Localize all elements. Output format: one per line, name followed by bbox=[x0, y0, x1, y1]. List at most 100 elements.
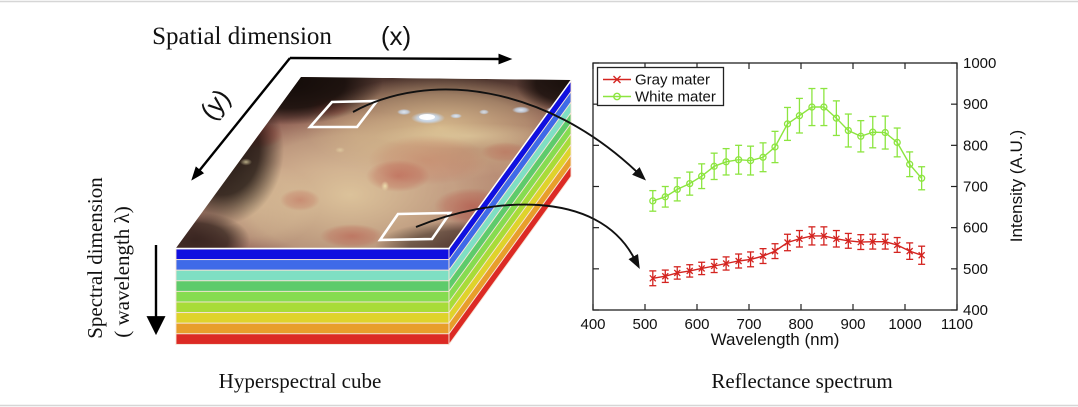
y-tick-label: 800 bbox=[963, 137, 988, 154]
x-tick-label: 700 bbox=[736, 316, 761, 333]
x-tick-label: 400 bbox=[580, 316, 605, 333]
y-tick-label: 400 bbox=[963, 302, 988, 319]
cube-front-layer bbox=[175, 322, 450, 335]
x-tick-label: 600 bbox=[684, 316, 709, 333]
x-axis-arrow bbox=[289, 53, 513, 65]
cube-front-layer bbox=[175, 280, 450, 292]
o-marker bbox=[795, 112, 804, 120]
o-marker bbox=[686, 179, 694, 188]
cube-front-layer bbox=[175, 248, 450, 261]
x-marker bbox=[844, 237, 852, 245]
x-tick-label: 900 bbox=[840, 316, 865, 333]
series-gray-mater bbox=[649, 226, 926, 287]
x-marker bbox=[710, 262, 718, 270]
o-marker bbox=[881, 128, 889, 137]
chart-ticks: 400 500 600 700 800 900 1000 110040050060070080… bbox=[580, 55, 996, 333]
o-marker bbox=[906, 160, 914, 168]
x-tick-label: 1000 bbox=[888, 316, 921, 333]
specular-highlight bbox=[512, 106, 530, 114]
specular-highlight bbox=[479, 109, 489, 115]
spatial-dimension-label: Spatial dimension bbox=[152, 23, 332, 50]
cube-right-face-layers bbox=[448, 79, 572, 346]
o-marker bbox=[832, 114, 841, 122]
x-marker bbox=[881, 238, 889, 246]
series-white-mater bbox=[649, 87, 926, 212]
o-marker bbox=[820, 103, 828, 111]
tissue-red-patch bbox=[368, 135, 488, 185]
chart-legend: Gray mater White mater bbox=[596, 66, 725, 107]
o-marker bbox=[661, 193, 669, 201]
y-tick-label: 700 bbox=[963, 179, 988, 196]
tissue-dark-corner bbox=[176, 212, 250, 248]
x-marker bbox=[906, 247, 914, 255]
sample-box-gray-mater bbox=[377, 211, 453, 242]
x-marker bbox=[771, 247, 779, 255]
o-marker bbox=[710, 162, 718, 170]
tissue-dark-corner bbox=[516, 77, 571, 112]
y-tick-label: 1000 bbox=[963, 55, 996, 72]
x-marker bbox=[832, 235, 840, 243]
specular-highlight bbox=[335, 147, 345, 153]
x-marker bbox=[722, 260, 730, 267]
tissue-red-patch bbox=[320, 224, 384, 248]
cube-caption: Hyperspectral cube bbox=[219, 369, 382, 393]
x-axis-title: Wavelength (nm) bbox=[711, 330, 840, 349]
chart-series bbox=[649, 87, 926, 287]
x-marker bbox=[673, 269, 681, 277]
sample-box-white-mater bbox=[307, 99, 380, 129]
o-marker bbox=[649, 197, 657, 205]
x-marker bbox=[649, 274, 657, 282]
x-marker bbox=[686, 267, 694, 275]
cube-front-layer bbox=[175, 259, 450, 271]
wavelength-lambda-label: ( wavelength λ) bbox=[110, 206, 134, 337]
o-marker bbox=[917, 174, 926, 182]
x-tick-label: 1100 bbox=[941, 316, 973, 333]
spectrum-caption: Reflectance spectrum bbox=[711, 369, 892, 393]
link-arrows bbox=[352, 88, 647, 269]
y-axis-title: Intensity (A.U.) bbox=[1007, 130, 1026, 242]
x-marker bbox=[820, 232, 828, 240]
legend-label-gray-mater: Gray mater bbox=[635, 72, 710, 89]
arrow-gray-mater-to-spectrum bbox=[415, 203, 640, 269]
cube-front-layer bbox=[175, 290, 450, 303]
cube-right-layer bbox=[448, 164, 572, 346]
cube-rim bbox=[448, 79, 572, 249]
o-marker bbox=[722, 158, 730, 166]
hyperspectral-cube: Spatial dimension (x) (y) Spectral dimen… bbox=[83, 21, 572, 393]
x-marker bbox=[735, 257, 743, 265]
series-line bbox=[652, 106, 923, 202]
specular-highlight bbox=[450, 113, 462, 119]
legend-o-marker bbox=[613, 92, 621, 101]
x-tick-label: 500 bbox=[632, 316, 657, 333]
o-marker bbox=[844, 126, 852, 135]
x-marker bbox=[784, 239, 791, 246]
x-marker bbox=[893, 241, 901, 249]
cube-front-layer bbox=[175, 301, 450, 314]
arrow-white-mater-to-spectrum bbox=[352, 88, 647, 181]
x-marker bbox=[759, 252, 767, 260]
x-marker bbox=[869, 238, 877, 246]
x-marker bbox=[698, 264, 706, 272]
o-marker bbox=[673, 185, 681, 194]
spectral-dimension-label: Spectral dimension bbox=[83, 177, 107, 339]
specular-highlight bbox=[397, 109, 411, 115]
o-marker bbox=[746, 156, 755, 165]
x-dimension-label: (x) bbox=[381, 21, 411, 51]
x-marker bbox=[857, 238, 865, 246]
legend-x-marker bbox=[613, 75, 621, 84]
y-dimension-label: (y) bbox=[194, 83, 236, 126]
o-marker bbox=[698, 172, 706, 180]
o-marker bbox=[759, 153, 767, 161]
spectrum-chart: 400 500 600 700 800 900 1000 110040050060070080… bbox=[580, 55, 1026, 393]
o-marker bbox=[808, 103, 816, 111]
y-tick-label: 600 bbox=[963, 220, 988, 237]
y-tick-label: 500 bbox=[963, 261, 988, 278]
cube-front-face-layers bbox=[175, 248, 450, 345]
o-marker bbox=[869, 128, 877, 136]
x-marker bbox=[808, 232, 816, 240]
cube-front-layer bbox=[175, 333, 450, 345]
specular-highlight bbox=[381, 181, 389, 191]
x-marker bbox=[795, 235, 803, 243]
